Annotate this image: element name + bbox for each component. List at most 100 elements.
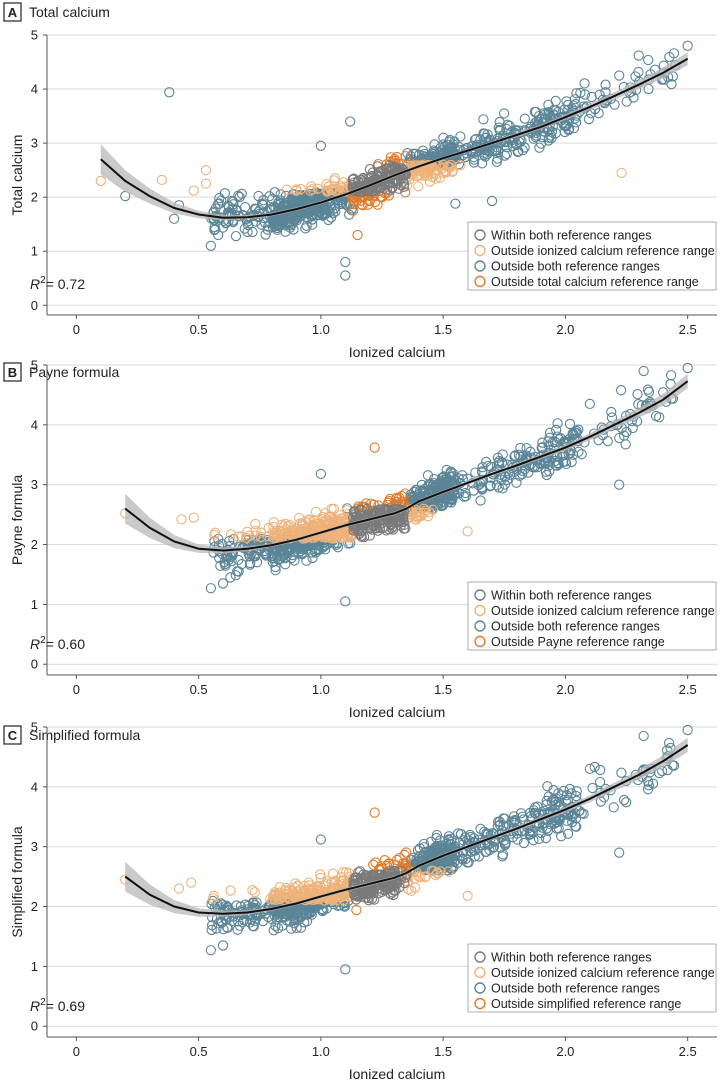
data-point (499, 150, 511, 161)
data-point (277, 920, 288, 931)
data-point (468, 157, 480, 168)
data-point (621, 797, 632, 808)
data-point (428, 500, 440, 511)
legend-marker (474, 982, 486, 994)
data-point (242, 226, 253, 238)
data-point (400, 151, 411, 162)
data-point (289, 888, 300, 899)
data-point (399, 877, 410, 889)
data-point (280, 226, 291, 237)
data-point (450, 198, 461, 209)
data-point (543, 107, 554, 118)
legend-marker (474, 635, 486, 648)
data-point (228, 199, 239, 210)
data-point (225, 885, 236, 896)
data-point (217, 940, 229, 951)
data-point (529, 106, 541, 118)
data-point (95, 175, 106, 187)
data-point (240, 899, 251, 910)
data-point (369, 807, 380, 818)
x-tick-label: 2.0 (556, 682, 574, 697)
data-point (339, 901, 350, 912)
data-point (478, 114, 489, 125)
data-point (338, 177, 349, 188)
data-point (334, 198, 346, 210)
data-point (609, 99, 620, 110)
data-point (169, 213, 180, 224)
scatter-points (120, 724, 693, 975)
data-point (614, 479, 625, 490)
data-point (282, 521, 294, 532)
data-point (632, 388, 643, 400)
x-tick-label: 1.5 (434, 682, 452, 697)
panel-title: Simplified formula (29, 727, 140, 743)
x-tick-label: 2.5 (679, 322, 697, 337)
data-point (217, 578, 229, 589)
y-tick-label: 2 (31, 190, 38, 205)
x-tick-label: 1.5 (434, 322, 452, 337)
data-point (492, 153, 503, 164)
data-point (188, 512, 199, 523)
x-tick-label: 0 (73, 682, 80, 697)
data-point (274, 882, 286, 893)
r-squared-label: R2= 0.72 (30, 275, 85, 292)
data-point (210, 527, 221, 538)
y-tick-label: 5 (31, 358, 38, 373)
data-point (682, 362, 693, 374)
data-point (366, 172, 377, 183)
panel-c: C Simplified formula 0 1 2 3 4 5 0 0.5 1.0 1.5 2.0 2.… (3, 720, 717, 1082)
data-point (327, 184, 339, 195)
data-point (512, 146, 523, 158)
data-point (186, 877, 197, 888)
data-point (473, 851, 484, 862)
legend-marker (474, 620, 486, 632)
data-point (479, 826, 490, 838)
data-point (356, 531, 367, 543)
legend-label: Outside ionized calcium reference range (491, 244, 715, 258)
data-point (556, 831, 567, 842)
legend-label: Outside Payne reference range (491, 635, 665, 649)
data-point (249, 887, 261, 898)
data-point (471, 133, 482, 145)
data-point (668, 48, 680, 59)
x-tick-label: 2.0 (556, 1044, 574, 1059)
data-point (335, 513, 346, 524)
data-point (492, 820, 503, 832)
data-point (275, 526, 286, 538)
data-point (468, 151, 480, 163)
data-point (511, 139, 523, 151)
legend-marker (474, 604, 486, 617)
data-point (493, 482, 504, 493)
data-point (476, 482, 487, 493)
data-point (295, 183, 306, 195)
data-point (595, 764, 606, 776)
data-point (230, 230, 242, 242)
data-point (357, 200, 368, 211)
data-point (544, 432, 555, 443)
data-point (301, 220, 312, 231)
data-point (315, 203, 327, 215)
data-point (280, 549, 291, 560)
data-point (301, 522, 312, 533)
data-point (643, 386, 655, 398)
data-point (188, 185, 199, 196)
data-point (391, 492, 402, 504)
data-point (280, 220, 291, 231)
data-point (514, 470, 525, 481)
data-point (390, 885, 401, 896)
data-point (268, 548, 279, 559)
data-point (571, 117, 582, 128)
data-point (482, 148, 493, 160)
data-point (537, 822, 548, 833)
data-point (209, 529, 220, 540)
data-point (388, 521, 399, 532)
data-point (348, 205, 359, 216)
data-point (217, 899, 228, 910)
data-point (496, 457, 508, 469)
data-point (519, 113, 531, 124)
x-tick-label: 1.0 (312, 682, 330, 697)
panel-a: A Total calcium 0 1 2 3 4 5 0 0.5 1.0 1.5 2.0 2.5 Ioni… (3, 2, 717, 360)
